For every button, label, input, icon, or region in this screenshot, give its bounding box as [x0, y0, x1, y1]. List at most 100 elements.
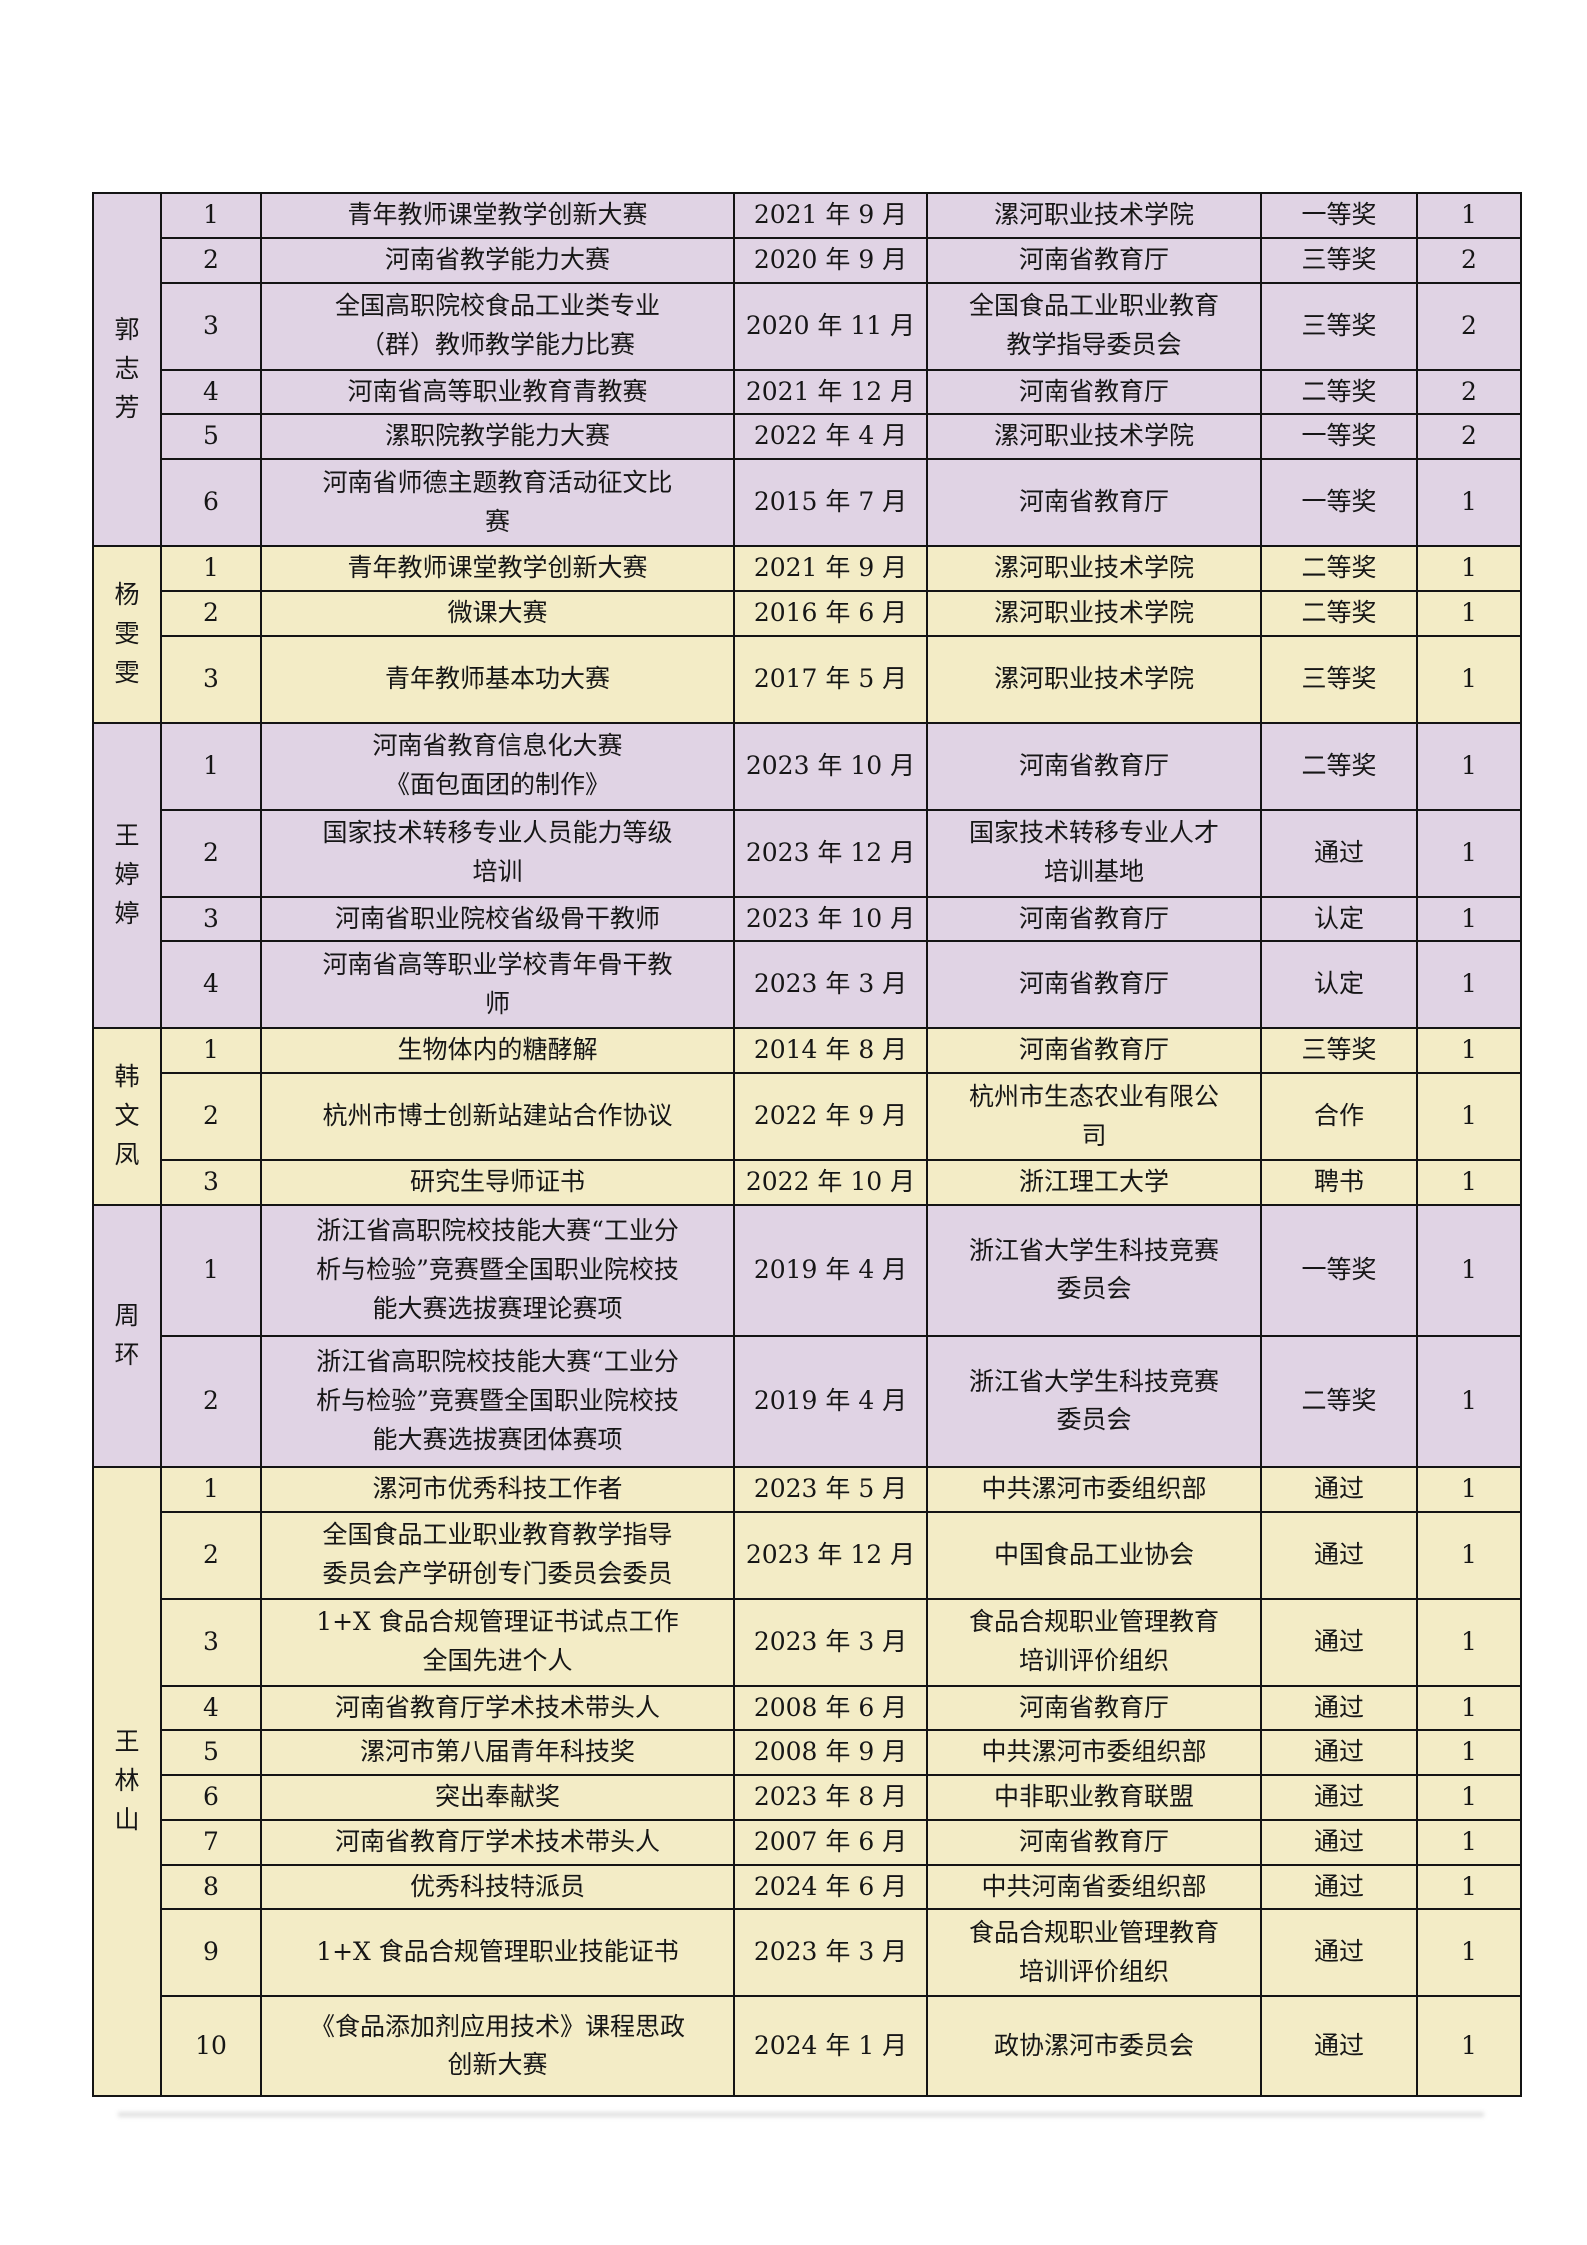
teacher-name-cell: 郭 志 芳	[92, 192, 162, 547]
row-number-cell: 3	[160, 1159, 262, 1206]
table-row: 8 优秀科技特派员 2024 年 6 月中共河南省委组织部 通过 1	[93, 1863, 1522, 1911]
teacher-name-cell: 韩 文 凤	[92, 1027, 162, 1206]
award-title-cell: 浙江省高职院校技能大赛“工业分 析与检验”竞赛暨全国职业院校技 能大赛选拔赛团体…	[260, 1334, 735, 1468]
award-level-cell: 通过	[1260, 1729, 1418, 1776]
award-level-cell: 二等奖	[1260, 1334, 1418, 1468]
row-number-cell: 3	[160, 634, 262, 724]
row-number-cell: 1	[160, 1203, 262, 1337]
issuing-org-cell: 漯河职业技术学院	[926, 192, 1262, 239]
award-level-cell: 认定	[1260, 940, 1418, 1030]
award-title-cell: 1+X 食品合规管理职业技能证书	[260, 1908, 735, 1998]
table-row: 2 全国食品工业职业教育教学指导 委员会产学研创专门委员会委员 2023 年 12 …	[93, 1510, 1522, 1600]
table-row: 杨 雯 雯 1 青年教师课堂教学创新大赛 2021 年 9 月漯河职业技术学院 二等奖 1	[92, 545, 1522, 724]
issuing-org-cell: 河南省教育厅	[926, 940, 1262, 1030]
award-title-cell: 国家技术转移专业人员能力等级 培训	[260, 808, 735, 898]
table-row: 3 青年教师基本功大赛 2017 年 5 月漯河职业技术学院 三等奖 1	[93, 634, 1522, 724]
issuing-org-cell: 漯河职业技术学院	[926, 589, 1262, 637]
issuing-org-cell: 河南省教育厅	[926, 368, 1262, 416]
award-level-cell: 通过	[1260, 1908, 1418, 1998]
award-level-cell: 通过	[1260, 1465, 1418, 1513]
issuing-org-cell: 国家技术转移专业人才 培训基地	[926, 808, 1262, 898]
award-date-cell: 2021 年 12 月	[733, 368, 928, 416]
award-date-cell: 2023 年 3 月	[733, 1908, 928, 1998]
issuing-org-cell: 河南省教育厅	[926, 236, 1262, 284]
row-number-cell: 3	[160, 1597, 262, 1687]
scan-shadow-artifact	[118, 2112, 1484, 2117]
award-title-cell: 研究生导师证书	[260, 1159, 735, 1206]
award-level-cell: 通过	[1260, 1995, 1418, 2098]
table-row: 2 浙江省高职院校技能大赛“工业分 析与检验”竞赛暨全国职业院校技 能大赛选拔赛团…	[93, 1334, 1522, 1468]
row-number-cell: 1	[160, 192, 262, 239]
issuing-org-cell: 中共漯河市委组织部	[926, 1465, 1262, 1513]
award-date-cell: 2022 年 10 月	[733, 1159, 928, 1206]
award-date-cell: 2021 年 9 月	[733, 192, 928, 239]
table-row: 4 河南省高等职业学校青年骨干教 师 2023 年 3 月河南省教育厅 认定 1	[93, 940, 1522, 1030]
row-number-cell: 6	[160, 1774, 262, 1821]
award-title-cell: 河南省师德主题教育活动征文比 赛	[260, 458, 735, 547]
row-number-cell: 1	[160, 545, 262, 592]
award-level-cell: 通过	[1260, 1597, 1418, 1687]
award-level-cell: 一等奖	[1260, 413, 1418, 460]
row-number-cell: 10	[160, 1995, 262, 2098]
award-date-cell: 2024 年 6 月	[733, 1863, 928, 1911]
award-date-cell: 2015 年 7 月	[733, 458, 928, 547]
award-date-cell: 2019 年 4 月	[733, 1203, 928, 1337]
award-title-cell: 青年教师基本功大赛	[260, 634, 735, 724]
count-cell: 1	[1416, 1465, 1522, 1513]
award-level-cell: 二等奖	[1260, 589, 1418, 637]
row-number-cell: 6	[160, 458, 262, 547]
award-date-cell: 2017 年 5 月	[733, 634, 928, 724]
table-row: 3 河南省职业院校省级骨干教师 2023 年 10 月河南省教育厅 认定 1	[93, 895, 1522, 943]
award-level-cell: 通过	[1260, 1818, 1418, 1866]
row-number-cell: 4	[160, 940, 262, 1030]
issuing-org-cell: 河南省教育厅	[926, 1027, 1262, 1074]
award-date-cell: 2023 年 12 月	[733, 1510, 928, 1600]
table-row: 王 林 山 1 漯河市优秀科技工作者 2023 年 5 月中共漯河市委组织部 通过 1	[92, 1465, 1522, 2098]
table-row: 周 环 1 浙江省高职院校技能大赛“工业分 析与检验”竞赛暨全国职业院校技 能大赛选…	[92, 1203, 1522, 1468]
issuing-org-cell: 食品合规职业管理教育 培训评价组织	[926, 1597, 1262, 1687]
count-cell: 1	[1416, 1203, 1522, 1337]
award-date-cell: 2022 年 9 月	[733, 1072, 928, 1161]
row-number-cell: 2	[160, 808, 262, 898]
count-cell: 2	[1416, 368, 1522, 416]
awards-table: 郭 志 芳 1 青年教师课堂教学创新大赛 2021 年 9 月漯河职业技术学院 一等奖 1…	[92, 192, 1522, 2098]
award-date-cell: 2023 年 12 月	[733, 808, 928, 898]
count-cell: 2	[1416, 413, 1522, 460]
award-date-cell: 2022 年 4 月	[733, 413, 928, 460]
row-number-cell: 1	[160, 1027, 262, 1074]
row-number-cell: 5	[160, 1729, 262, 1776]
count-cell: 1	[1416, 1995, 1522, 2098]
table-row: 3 全国高职院校食品工业类专业 （群）教师教学能力比赛 2020 年 11 月全国食…	[93, 281, 1522, 371]
award-level-cell: 合作	[1260, 1072, 1418, 1161]
table-row: 2 杭州市博士创新站建站合作协议 2022 年 9 月杭州市生态农业有限公 司合作 1	[93, 1072, 1522, 1161]
row-number-cell: 1	[160, 1465, 262, 1513]
award-level-cell: 三等奖	[1260, 281, 1418, 371]
award-date-cell: 2008 年 9 月	[733, 1729, 928, 1776]
award-title-cell: 河南省职业院校省级骨干教师	[260, 895, 735, 943]
row-number-cell: 2	[160, 589, 262, 637]
award-date-cell: 2016 年 6 月	[733, 589, 928, 637]
award-level-cell: 二等奖	[1260, 545, 1418, 592]
count-cell: 1	[1416, 1027, 1522, 1074]
count-cell: 1	[1416, 545, 1522, 592]
issuing-org-cell: 河南省教育厅	[926, 458, 1262, 547]
award-title-cell: 河南省教育厅学术技术带头人	[260, 1818, 735, 1866]
row-number-cell: 3	[160, 895, 262, 943]
row-number-cell: 5	[160, 413, 262, 460]
count-cell: 1	[1416, 1072, 1522, 1161]
count-cell: 1	[1416, 895, 1522, 943]
count-cell: 1	[1416, 1908, 1522, 1998]
teacher-name-cell: 周 环	[92, 1203, 162, 1468]
table-row: 2 微课大赛 2016 年 6 月漯河职业技术学院 二等奖 1	[93, 589, 1522, 637]
award-date-cell: 2019 年 4 月	[733, 1334, 928, 1468]
issuing-org-cell: 中国食品工业协会	[926, 1510, 1262, 1600]
award-date-cell: 2023 年 3 月	[733, 940, 928, 1030]
award-date-cell: 2008 年 6 月	[733, 1684, 928, 1732]
award-title-cell: 突出奉献奖	[260, 1774, 735, 1821]
count-cell: 1	[1416, 1159, 1522, 1206]
issuing-org-cell: 食品合规职业管理教育 培训评价组织	[926, 1908, 1262, 1998]
row-number-cell: 2	[160, 1334, 262, 1468]
issuing-org-cell: 漯河职业技术学院	[926, 413, 1262, 460]
issuing-org-cell: 中共漯河市委组织部	[926, 1729, 1262, 1776]
award-level-cell: 二等奖	[1260, 721, 1418, 811]
